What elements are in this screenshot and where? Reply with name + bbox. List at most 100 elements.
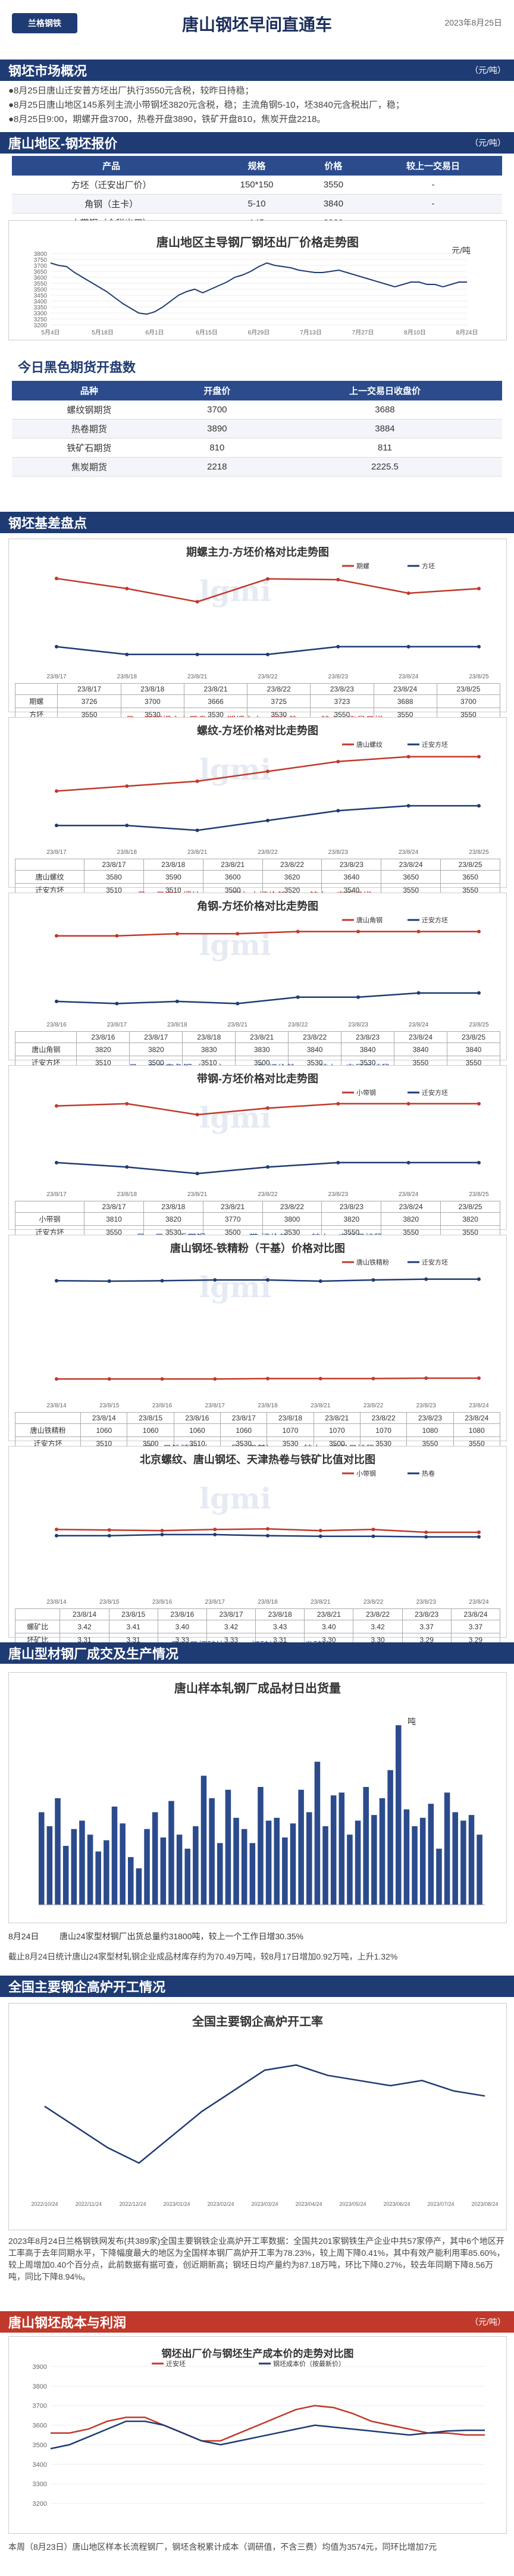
legend-label: 迁安方坯 <box>422 740 448 749</box>
x-tick-label: 23/8/17 <box>46 849 67 856</box>
data-point <box>213 1532 217 1536</box>
bar <box>468 1815 475 1905</box>
y-tick-label: 3750 <box>34 257 48 264</box>
spread-line-chart: 期螺 方坯 23/8/17 23/8/18 23/8/21 23/8/22 23/8/23 2… <box>46 562 489 680</box>
series-line <box>51 2405 485 2442</box>
data-point <box>266 1527 269 1531</box>
data-point <box>406 804 410 808</box>
data-point <box>477 1530 481 1535</box>
market-bullet: ●8月25日唐山迁安普方坯出厂执行3550元含税，较昨日持稳； <box>8 86 254 96</box>
table-header-cell: 23/8/16 <box>157 1608 207 1620</box>
data-point <box>55 1533 58 1538</box>
blast-section-header: 全国主要钢企高炉开工情况 <box>0 1976 514 1997</box>
x-tick-label: 23/8/18 <box>117 674 137 680</box>
x-tick-label: 23/8/14 <box>46 1403 67 1409</box>
table-header-cell: 23/8/22 <box>288 1031 342 1043</box>
bar <box>363 1787 369 1905</box>
table-header-cell: 23/8/25 <box>446 1031 501 1043</box>
table-header-cell: 23/8/23 <box>341 1031 395 1043</box>
bar <box>330 1795 337 1905</box>
table-cell: 1070 <box>359 1423 408 1437</box>
series-line <box>57 805 479 831</box>
table-cell: 螺矿比 <box>14 1620 61 1633</box>
watermark: lgmi <box>199 575 271 608</box>
table-cell: 3726 <box>57 694 121 708</box>
data-point <box>336 759 340 763</box>
data-point <box>160 1532 164 1536</box>
cost-section-header: 唐山钢坯成本与利润 （元/吨） <box>0 2311 514 2333</box>
table-header-cell: 23/8/17 <box>206 1608 256 1620</box>
data-point <box>406 591 410 595</box>
data-point <box>477 804 481 808</box>
data-point <box>107 1528 111 1532</box>
legend-label: 迁安方坯 <box>422 1258 448 1266</box>
data-point <box>371 1534 375 1538</box>
brand-logo: 兰格钢铁 <box>12 13 77 33</box>
data-point <box>336 809 340 813</box>
table-row: 期螺 3726 3700 3666 3725 3723 3688 3700 <box>14 694 501 708</box>
y-tick-label: 3300 <box>34 311 48 317</box>
data-point <box>296 929 300 934</box>
series-line <box>57 931 479 937</box>
x-tick-label: 23/8/15 <box>99 1599 120 1605</box>
watermark: lgmi <box>199 1482 271 1516</box>
data-point <box>160 1279 164 1283</box>
table-cell: 3725 <box>247 694 311 708</box>
spread-chart-title: 北京螺纹、唐山钢坯、天津热卷与铁矿比值对比图 <box>140 1454 375 1466</box>
x-tick-label: 6月1日 <box>145 329 164 336</box>
futures-table: 品种 开盘价 上一交易日收盘价 螺纹钢期货 3700 3688 热卷期货 3890 38… <box>12 381 502 477</box>
price-title: 唐山地区-钢坯报价 <box>8 136 118 151</box>
bar <box>436 1848 442 1905</box>
data-point <box>125 652 129 656</box>
table-cell: 3600 <box>202 870 263 884</box>
table-row: 唐山铁精粉 1060 1060 1060 1060 1070 1070 1070 1080 108… <box>14 1423 501 1437</box>
bar <box>55 1798 61 1905</box>
trend-line-chart: 3800375037003650360035503500345034003350… <box>34 251 478 336</box>
data-point <box>336 644 340 649</box>
legend-label: 唐山角钢 <box>356 916 383 924</box>
bar <box>233 1817 239 1905</box>
x-tick-label: 23/8/17 <box>205 1599 225 1605</box>
price-cell: 3550 <box>302 176 364 195</box>
spread-chart-title: 期螺主力-方坯价格对比走势图 <box>186 546 329 558</box>
table-cell: 3830 <box>182 1043 236 1056</box>
price-header: 较上一交易日 <box>363 156 502 176</box>
table-row: 焦炭期货 2218 2225.5 <box>12 457 502 477</box>
data-point <box>236 1001 240 1006</box>
spread-line-chart: 唐山角钢 迁安方坯 23/8/16 23/8/17 23/8/18 23/8/21 23/8… <box>46 916 489 1028</box>
x-tick-label: 23/8/22 <box>363 1599 384 1605</box>
table-cell: 3.40 <box>304 1620 354 1633</box>
table-cell: 1080 <box>453 1423 501 1437</box>
x-tick-label: 23/8/22 <box>258 1191 278 1198</box>
data-point <box>213 1377 217 1381</box>
watermark: lgmi <box>199 1271 271 1304</box>
price-cell: 方坯（迁安出厂价） <box>12 176 211 195</box>
futures-cell: 焦炭期货 <box>12 457 167 477</box>
table-cell: 3.37 <box>402 1620 452 1633</box>
x-tick-label: 23/8/21 <box>187 1191 208 1198</box>
shaped-paragraph: 截止8月24日统计唐山24家型材轧钢企业成品材库存约为70.49万吨，较8月17… <box>8 1952 398 1961</box>
page-title: 唐山钢坯早间直通车 <box>181 15 332 35</box>
shaped-unit: 吨 <box>408 1717 416 1726</box>
bar <box>160 1837 167 1905</box>
x-tick-label: 23/8/18 <box>117 1191 137 1198</box>
y-tick-label: 3600 <box>34 275 48 281</box>
bar <box>387 1770 393 1905</box>
table-header-cell: 23/8/18 <box>143 1201 203 1213</box>
table-cell: 3.42 <box>59 1620 109 1633</box>
cost-chart: 钢坯出厂价与钢坯生产成本价的走势对比图 3900 3800 3700 3600 3500… <box>8 2336 507 2534</box>
table-cell: 3580 <box>84 870 144 884</box>
data-point <box>125 784 129 788</box>
table-header-cell: 23/8/21 <box>304 1608 354 1620</box>
table-cell: 唐山螺纹 <box>14 870 85 884</box>
x-tick-label: 23/8/15 <box>99 1403 120 1409</box>
x-tick-label: 8月10日 <box>404 329 426 336</box>
data-point <box>371 1278 375 1282</box>
table-header-cell: 23/8/23 <box>321 1201 382 1213</box>
spread-line-chart: 唐山铁精粉 迁安方坯 23/8/14 23/8/15 23/8/16 23/8/17 23/… <box>46 1258 489 1409</box>
data-point <box>477 1101 481 1106</box>
table-cell: 3.37 <box>450 1620 501 1633</box>
data-point <box>160 1377 164 1381</box>
price-header: 产品 <box>12 156 211 176</box>
data-point <box>477 1535 481 1539</box>
